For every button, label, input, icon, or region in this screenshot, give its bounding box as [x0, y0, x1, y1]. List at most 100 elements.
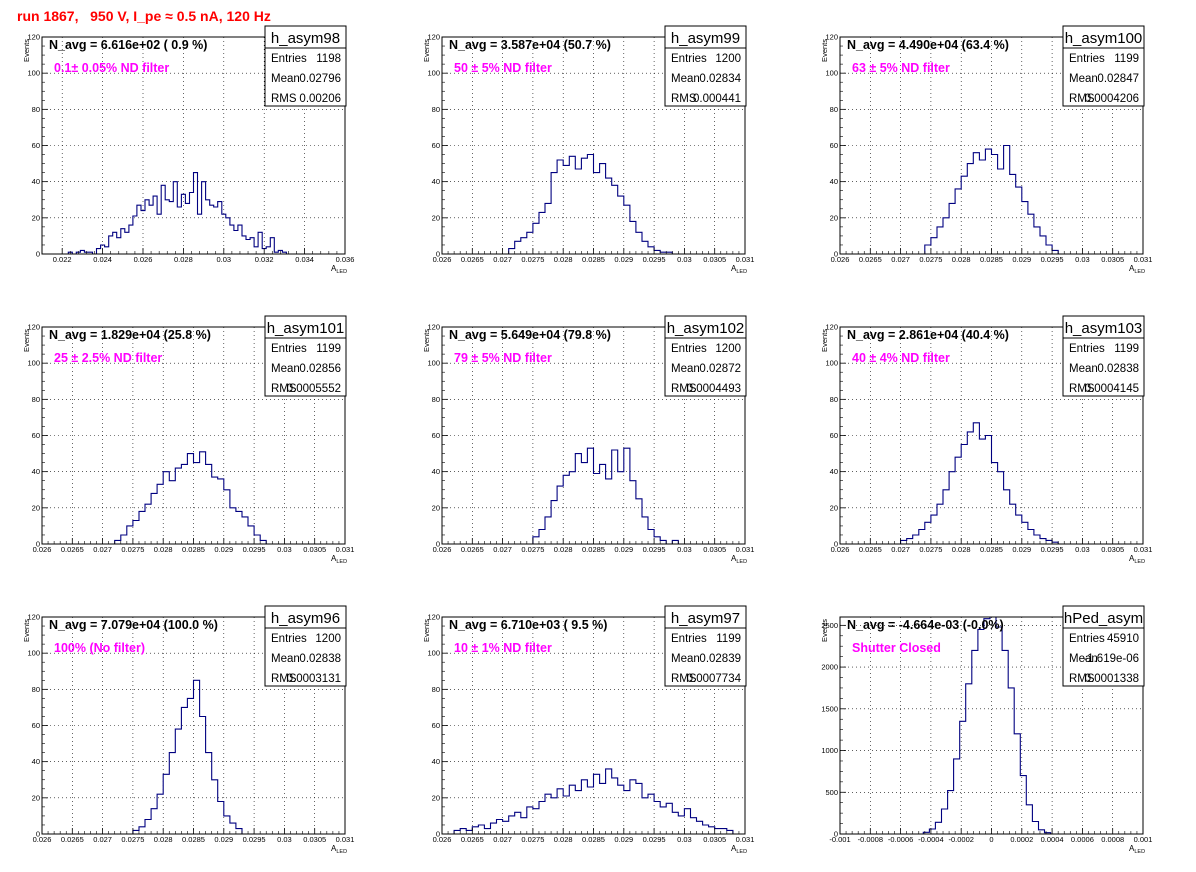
x-tick-label: 0.0275 [919, 255, 942, 264]
panel-h_asym101: 0.026 0.0265 0.027 0.0275 0.028 0.0285 0.029 0.… [22, 315, 354, 565]
y-tick-label: 120 [825, 33, 838, 42]
x-tick-label: 0.026 [33, 545, 52, 554]
stats-box-frame [1062, 605, 1145, 687]
y-tick-label: 80 [432, 105, 440, 114]
x-axis-label: ALED [1129, 844, 1145, 855]
y-tick-label: 120 [427, 33, 440, 42]
stats-key: Mean [271, 363, 300, 375]
y-tick-label: 60 [432, 141, 440, 150]
x-tick-label: 0.03 [677, 835, 692, 844]
stats-value: 1199 [1114, 343, 1139, 355]
stats-value: 0.02839 [699, 653, 741, 665]
y-tick-label: 100 [27, 69, 40, 78]
x-tick-label: 0.026 [433, 835, 452, 844]
y-tick-label: 20 [32, 503, 40, 512]
stats-key: Mean [671, 73, 700, 85]
x-tick-label: 0.03 [1075, 545, 1090, 554]
y-tick-label: 80 [432, 395, 440, 404]
x-tick-label: 0.0275 [521, 835, 544, 844]
x-tick-label: 0.0305 [703, 545, 726, 554]
stats-value: 1200 [715, 343, 741, 355]
y-tick-label: 60 [830, 431, 838, 440]
x-tick-label: 0.0265 [61, 835, 84, 844]
y-tick-label: 100 [825, 69, 838, 78]
stats-key: RMS [671, 383, 697, 395]
x-tick-label: 0.026 [831, 255, 850, 264]
stats-key: Mean [671, 653, 700, 665]
y-tick-label: 120 [427, 323, 440, 332]
stats-value: 0.0001338 [1085, 673, 1139, 685]
x-tick-label: 0.029 [614, 255, 633, 264]
y-axis-label: Events [820, 39, 829, 62]
x-tick-label: 0.03 [277, 835, 292, 844]
y-axis-label: Events [422, 619, 431, 642]
x-tick-label: 0 [989, 835, 993, 844]
n-avg-label: N_avg = 6.710e+03 ( 9.5 %) [449, 618, 607, 632]
stats-box-title: hPed_asym [1064, 610, 1143, 627]
stats-box-title: h_asym98 [271, 30, 340, 47]
x-tick-label: 0.031 [736, 545, 755, 554]
stats-box: h_asym100 Entries 1199 Mean 0.02847RMS0.0004… [1062, 25, 1145, 107]
filter-label: 0.1± 0.05% ND filter [54, 61, 169, 75]
y-tick-label: 40 [830, 177, 838, 186]
x-tick-label: 0.0295 [1041, 255, 1064, 264]
y-tick-label: 20 [32, 213, 40, 222]
stats-box-frame [264, 605, 347, 687]
stats-box: h_asym103 Entries 1199 Mean 0.02838RMS0.0004… [1062, 315, 1145, 397]
stats-key: RMS [1069, 673, 1095, 685]
x-tick-label: 0.031 [736, 835, 755, 844]
stats-value: 0.000441 [693, 93, 741, 105]
histogram-line [132, 679, 243, 834]
stats-key: Mean [1069, 653, 1098, 665]
stats-box: h_asym99 Entries 1200 Mean 0.02834RMS0.00044… [664, 25, 747, 107]
y-tick-label: 120 [27, 33, 40, 42]
stats-value: 1199 [316, 343, 341, 355]
stats-key: Entries [1069, 53, 1105, 65]
y-tick-label: 120 [27, 613, 40, 622]
x-axis-label: ALED [331, 264, 347, 275]
x-tick-label: -0.001 [829, 835, 850, 844]
x-tick-label: -0.0002 [948, 835, 973, 844]
y-tick-label: 60 [32, 141, 40, 150]
stats-value: 0.0007734 [687, 673, 742, 685]
stats-box-frame [264, 315, 347, 397]
x-tick-label: 0.0285 [980, 255, 1003, 264]
y-tick-label: 100 [27, 649, 40, 658]
panel-hPed_asym: -0.001 -0.0008 -0.0006 -0.0004 -0.0002 0 0.000… [820, 605, 1152, 855]
x-tick-label: 0.0002 [1010, 835, 1033, 844]
filter-label: 40 ± 4% ND filter [852, 351, 950, 365]
y-tick-label: 100 [27, 359, 40, 368]
y-tick-label: 20 [32, 793, 40, 802]
x-tick-label: 0.028 [154, 835, 173, 844]
x-tick-label: 0.028 [952, 255, 971, 264]
x-tick-label: 0.028 [154, 545, 173, 554]
stats-key: RMS [271, 673, 297, 685]
stats-box-frame [664, 315, 747, 397]
histogram-line [900, 422, 1059, 544]
n-avg-label: N_avg = 7.079e+04 (100.0 %) [49, 618, 218, 632]
filter-label: 100% (No filter) [54, 641, 145, 655]
x-tick-label: 0.028 [554, 545, 573, 554]
stats-key: Entries [271, 343, 307, 355]
stats-value: 0.0004206 [1085, 93, 1139, 105]
panel-h_asym98: 0.022 0.024 0.026 0.028 0.03 0.032 0.034 0.036 0… [22, 25, 354, 275]
stats-box: h_asym97 Entries 1199 Mean 0.02839RMS0.00077… [664, 605, 747, 687]
stats-key: Mean [271, 73, 300, 85]
stats-box-frame [264, 25, 347, 107]
n-avg-label: N_avg = 4.490e+04 (63.4 %) [847, 38, 1009, 52]
stats-box-frame [664, 605, 747, 687]
stats-box-title: h_asym100 [1065, 30, 1143, 47]
y-tick-label: 20 [830, 213, 838, 222]
x-tick-label: 0.0295 [643, 835, 666, 844]
stats-key: Mean [671, 363, 700, 375]
x-tick-label: 0.0265 [461, 255, 484, 264]
x-tick-label: 0.029 [1012, 545, 1031, 554]
stats-value: 0.02856 [299, 363, 341, 375]
x-tick-label: 0.0305 [1101, 255, 1124, 264]
x-tick-label: 0.027 [493, 255, 512, 264]
x-tick-label: 0.027 [493, 545, 512, 554]
stats-key: RMS [1069, 383, 1095, 395]
x-tick-label: 0.03 [677, 255, 692, 264]
filter-label: 10 ± 1% ND filter [454, 641, 552, 655]
